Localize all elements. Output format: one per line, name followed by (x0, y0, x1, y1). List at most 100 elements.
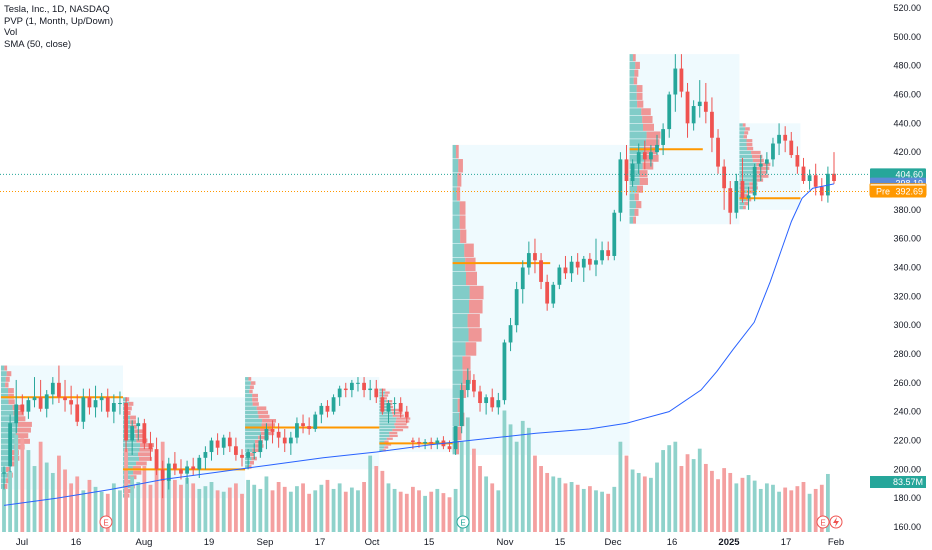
candle-body (209, 440, 214, 453)
volume-bar (319, 484, 324, 532)
candle-body (435, 440, 440, 444)
profile-bar-down (136, 461, 147, 466)
last-price-tag: 404.60 (870, 168, 926, 181)
candle-body (484, 397, 489, 404)
candle-body (362, 382, 366, 391)
profile-bar-up (452, 229, 461, 243)
pre-price-tag-text: 392.69 (895, 187, 923, 197)
profile-bar-down (639, 170, 648, 178)
profile-bar-down (641, 108, 651, 116)
profile-bar-up (739, 166, 756, 170)
volume-bar (203, 486, 208, 532)
candle-body (313, 414, 318, 429)
volume-bar (514, 441, 519, 532)
volume-bar (478, 466, 482, 532)
volume-bar (740, 477, 745, 532)
earnings-marker[interactable]: E (816, 515, 830, 529)
candle-body (246, 452, 251, 458)
candle-body (276, 431, 281, 438)
profile-bar-up (739, 139, 747, 143)
volume-bar (38, 441, 43, 532)
candle-body (124, 403, 128, 441)
profile-bar-down (456, 187, 461, 201)
indicator-vol[interactable]: Vol (4, 27, 18, 38)
profile-bar-up (0, 483, 5, 489)
candle-body (111, 403, 116, 412)
profile-bar-up (739, 135, 744, 139)
x-tick-label: 15 (424, 537, 435, 548)
candle-body (472, 379, 476, 392)
profile-bar-down (455, 144, 459, 159)
volume-bar (57, 455, 61, 532)
profile-bar-down (250, 452, 255, 457)
volume-bar (234, 483, 238, 532)
profile-bar-up (379, 388, 383, 391)
profile-bar-down (127, 406, 132, 411)
volume-bar (624, 455, 629, 532)
volume-bar (331, 488, 336, 532)
volume-bar (526, 427, 531, 532)
profile-bar-up (245, 410, 258, 415)
volume-bar (44, 462, 49, 532)
indicator-sma[interactable]: SMA (50, close) (4, 38, 72, 50)
profile-bar-down (8, 388, 14, 394)
profile-bar-up (245, 448, 253, 452)
candle-body (349, 382, 354, 391)
earnings-marker[interactable]: E (456, 515, 470, 529)
candle-body (734, 181, 739, 213)
profile-bar-down (468, 328, 482, 342)
profile-bar-up (245, 444, 256, 448)
profile-bar-up (379, 423, 395, 426)
profile-bar-up (123, 452, 139, 457)
indicator-pvp[interactable]: PVP (1, Month, Up/Down) (4, 15, 114, 27)
volume-bar (734, 483, 739, 532)
profile-bar-up (629, 177, 640, 185)
x-tick-label: Dec (605, 537, 622, 548)
profile-bar-down (391, 408, 401, 412)
profile-bar-down (249, 460, 254, 465)
volume-bar (307, 493, 312, 532)
profile-bar-down (386, 437, 393, 440)
volume-bar (801, 482, 806, 532)
profile-bar-down (8, 393, 14, 399)
x-tick-label: 19 (204, 537, 215, 548)
volume-bar (795, 486, 800, 532)
volume-bar (520, 420, 525, 532)
candle-body (508, 325, 513, 343)
profile-bar-up (0, 466, 7, 473)
volume-bar (569, 482, 574, 532)
profile-bar-up (379, 431, 390, 435)
profile-area (123, 397, 246, 499)
candle-body (569, 261, 574, 274)
profile-bar-down (140, 443, 154, 448)
profile-bar-down (126, 493, 130, 498)
volume-bar (362, 482, 366, 532)
profile-bar-up (452, 271, 467, 286)
candle-body (771, 143, 775, 160)
volume-bar (404, 493, 409, 532)
candle-body (38, 397, 43, 409)
profile-bar-down (756, 162, 771, 166)
profile-bar-down (636, 85, 643, 93)
profile-bar-up (0, 371, 7, 377)
volume-bar (472, 448, 476, 532)
volume-bar (728, 472, 733, 532)
volume-bar (32, 466, 37, 532)
y-axis: 160.00 180.00 200.00 220.00 240.00 260.00 280.… (893, 3, 921, 532)
volume-bar (301, 483, 305, 532)
profile-bar-down (252, 398, 259, 402)
volume-bar (118, 490, 122, 532)
earnings-marker[interactable]: E (99, 515, 113, 529)
profile-bar-down (394, 423, 407, 426)
profile-bar-up (452, 215, 460, 229)
profile-bar-up (629, 115, 643, 124)
symbol-title[interactable]: Tesla, Inc., 1D, NASDAQ (4, 4, 110, 15)
volume-bar (655, 462, 659, 532)
candle-body (764, 159, 769, 164)
profile-bar-down (636, 201, 642, 209)
candle-body (661, 129, 666, 145)
candle-body (789, 140, 794, 156)
profile-bar-up (629, 193, 635, 201)
candle-body (600, 250, 604, 261)
